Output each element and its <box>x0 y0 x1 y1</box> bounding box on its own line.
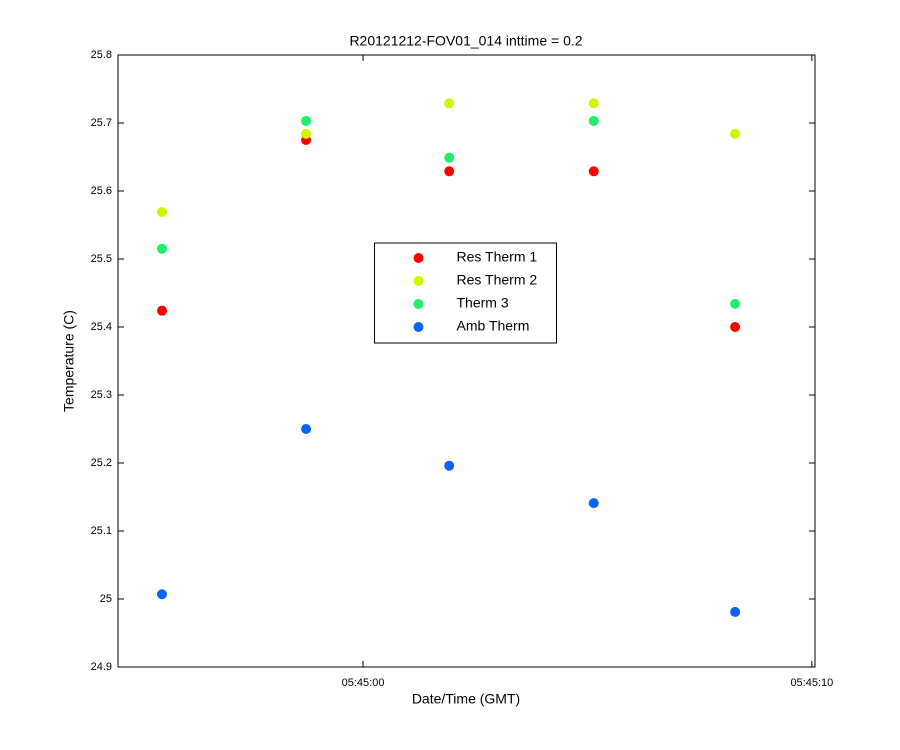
legend-label: Amb Therm <box>457 318 530 334</box>
point <box>444 166 455 177</box>
legend-box <box>374 242 557 344</box>
point <box>588 166 599 177</box>
point <box>730 606 741 617</box>
legend-label: Res Therm 1 <box>457 249 538 265</box>
point <box>301 115 312 126</box>
y-axis-label: Temperature (C) <box>61 310 77 412</box>
legend-label: Res Therm 2 <box>457 272 538 288</box>
legend-marker <box>413 276 424 286</box>
point <box>444 152 455 163</box>
point <box>730 298 741 309</box>
point <box>730 128 741 139</box>
x-tick-label: 05:45:10 <box>790 677 833 689</box>
y-tick-label: 25.4 <box>91 321 112 333</box>
y-tick-label: 25 <box>100 593 112 605</box>
point <box>588 498 599 509</box>
y-tick-label: 25.7 <box>91 117 112 129</box>
y-tick-label: 25.6 <box>91 185 112 197</box>
x-axis-label: Date/Time (GMT) <box>412 691 520 707</box>
point <box>156 589 167 600</box>
legend-label: Therm 3 <box>457 295 509 311</box>
point <box>444 460 455 471</box>
y-tick-label: 24.9 <box>91 661 112 673</box>
point <box>588 115 599 126</box>
y-tick-label: 25.8 <box>91 49 112 61</box>
y-tick-label: 25.1 <box>91 525 112 537</box>
point <box>301 424 312 434</box>
point <box>588 98 599 109</box>
y-tick-label: 25.3 <box>91 389 112 401</box>
plot-area <box>117 54 816 668</box>
point <box>730 322 741 332</box>
legend-marker <box>413 322 424 332</box>
chart-title: R20121212-FOV01_014 inttime = 0.2 <box>349 33 582 49</box>
point <box>156 207 167 218</box>
y-tick-label: 25.5 <box>91 253 112 265</box>
point <box>156 305 167 316</box>
legend-marker <box>413 299 424 309</box>
legend-marker <box>413 253 424 263</box>
y-tick-label: 25.2 <box>91 457 112 469</box>
point <box>444 98 455 109</box>
point <box>301 128 312 139</box>
x-tick-label: 05:45:00 <box>342 677 385 689</box>
point <box>156 243 167 254</box>
